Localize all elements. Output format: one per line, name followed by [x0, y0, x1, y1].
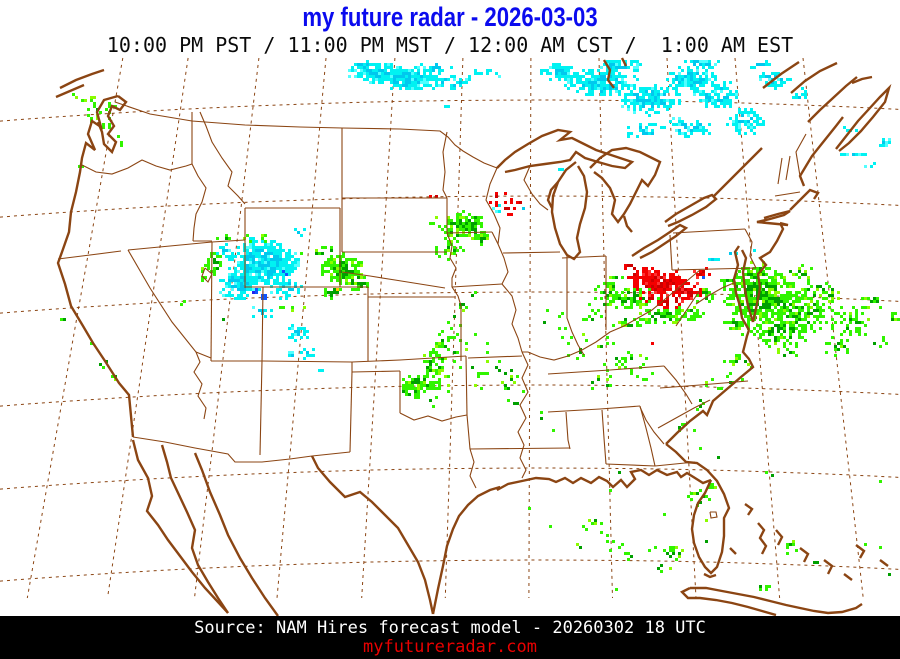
coastlines — [55, 57, 892, 616]
precipitation-layer — [60, 60, 900, 591]
source-text: Source: NAM Hires forecast model - 20260… — [194, 618, 706, 638]
site-link[interactable]: myfutureradar.com — [363, 637, 537, 657]
valid-times-label: 10:00 PM PST / 11:00 PM MST / 12:00 AM C… — [106, 33, 794, 57]
page-title: my future radar - 2026-03-03 — [302, 2, 598, 32]
footer-bar: Source: NAM Hires forecast model - 20260… — [0, 616, 900, 659]
state-borders — [57, 101, 807, 519]
